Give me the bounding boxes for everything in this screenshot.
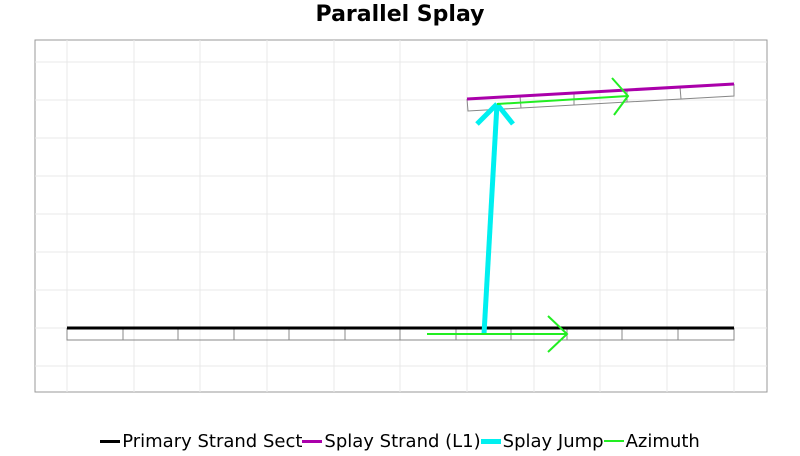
legend-swatch-jump: [480, 438, 501, 444]
azimuth-arrow-splay: [496, 77, 630, 116]
splay-jump-arrow: [475, 102, 515, 335]
legend-swatch-primary: [100, 439, 121, 443]
legend-item-primary: Primary Strand Sect: [100, 431, 302, 452]
legend-swatch-splay: [302, 439, 323, 443]
azimuth-arrow-primary: [427, 315, 569, 353]
legend-label-splay: Splay Strand (L1): [324, 430, 481, 452]
legend-swatch-azimuth: [603, 440, 624, 442]
legend-item-jump: Splay Jump: [480, 430, 604, 452]
chart-title: Parallel Splay: [315, 2, 485, 27]
legend-item-azimuth: Azimuth: [603, 430, 700, 452]
legend-label-jump: Splay Jump: [502, 430, 604, 452]
legend-label-azimuth: Azimuth: [625, 430, 700, 452]
plot-frame: [34, 39, 768, 393]
legend: Primary Strand Sect Splay Strand (L1) Sp…: [0, 428, 800, 454]
legend-label-primary: Primary Strand Sect: [122, 430, 303, 452]
splay-strand-line: [466, 82, 735, 101]
legend-item-splay: Splay Strand (L1): [302, 430, 481, 452]
